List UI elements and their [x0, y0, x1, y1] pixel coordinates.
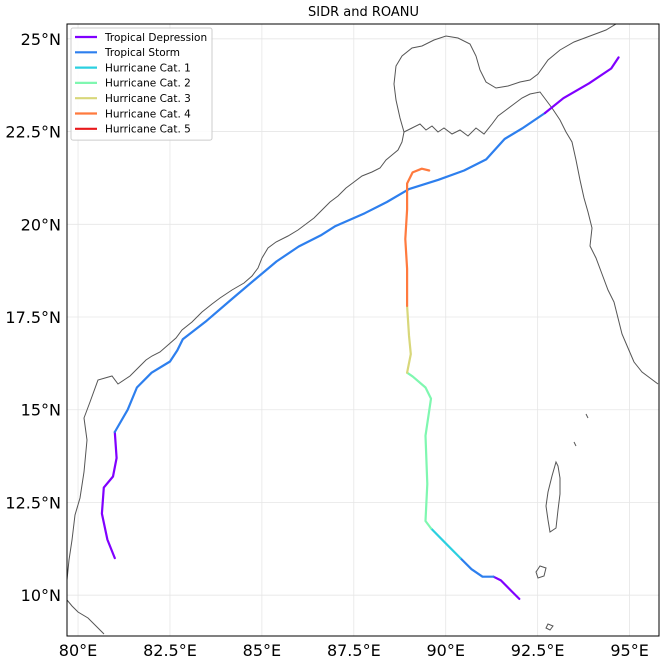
track-segment: [543, 56, 620, 115]
axis-ticks: 80°E 82.5°E 85°E 87.5°E 90°E 92.5°E 95°E 10°N 12…: [5, 30, 648, 660]
x-tick-label: 82.5°E: [143, 641, 197, 660]
y-tick-label: 12.5°N: [5, 493, 61, 512]
track-sidr: [404, 167, 521, 600]
y-tick-label: 25°N: [21, 30, 61, 49]
x-tick-label: 92.5°E: [511, 641, 565, 660]
legend-label: Tropical Storm: [104, 47, 180, 59]
track-segment: [406, 371, 433, 530]
x-tick-label: 80°E: [59, 641, 97, 660]
legend-box: [70, 27, 213, 141]
track-segment: [459, 557, 495, 578]
legend: Tropical Depression Tropical Storm Hurrica…: [70, 27, 213, 141]
legend-label: Hurricane Cat. 1: [105, 62, 191, 74]
storm-tracks: [100, 56, 620, 600]
y-tick-label: 20°N: [21, 215, 61, 234]
legend-label: Hurricane Cat. 2: [105, 78, 191, 90]
track-segment: [404, 167, 431, 307]
x-tick-label: 87.5°E: [327, 641, 381, 660]
axes-frame: [66, 23, 660, 637]
x-tick-label: 95°E: [610, 641, 648, 660]
track-segment: [429, 527, 462, 560]
track-segment: [100, 430, 118, 560]
y-tick-label: 22.5°N: [5, 123, 61, 142]
legend-label: Hurricane Cat. 4: [105, 108, 191, 120]
y-tick-label: 10°N: [21, 586, 61, 605]
legend-label: Hurricane Cat. 3: [105, 93, 191, 105]
track-segment: [113, 111, 547, 434]
legend-label: Tropical Depression: [104, 32, 207, 44]
y-tick-label: 17.5°N: [5, 308, 61, 327]
track-segment: [406, 304, 412, 374]
x-tick-label: 90°E: [426, 641, 464, 660]
track-segment: [492, 575, 521, 600]
x-tick-label: 85°E: [243, 641, 281, 660]
y-tick-label: 15°N: [21, 401, 61, 420]
track-roanu: [100, 56, 620, 560]
coastlines: [67, 24, 659, 635]
legend-label: Hurricane Cat. 5: [105, 124, 191, 136]
chart-title: SIDR and ROANU: [307, 5, 420, 20]
